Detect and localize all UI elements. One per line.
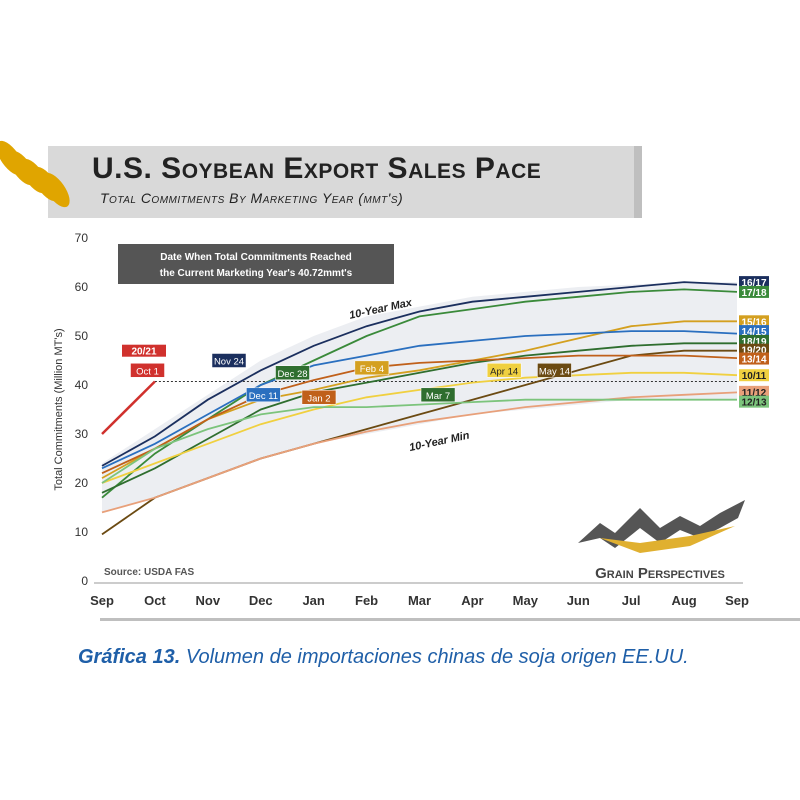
- legend-tag-label: 10/11: [742, 371, 767, 382]
- legend-tag-label: 13/14: [741, 355, 766, 366]
- date-marker-label: Nov 24: [214, 357, 244, 368]
- chart-svg: 0 10 20 30 40 50 60 70 Total Commitments (Millio…: [0, 140, 800, 621]
- date-marker-box: [211, 353, 247, 368]
- y-tick-label: 0: [81, 574, 88, 588]
- title-band: [48, 146, 642, 218]
- y-tick-label: 10: [75, 525, 89, 539]
- legend-tag-15-16: [739, 315, 769, 328]
- date-marker-label: Dec 11: [249, 391, 278, 402]
- legend-tag-10-11: [739, 369, 769, 382]
- date-marker-label: May 14: [539, 366, 570, 377]
- legend-tag-16-17: [739, 276, 769, 289]
- y-tick-label: 30: [75, 427, 89, 441]
- x-tick-label: Jul: [622, 593, 641, 608]
- legend-tag-label: 16/17: [741, 278, 766, 289]
- date-marker-label: Oct 1: [136, 366, 159, 377]
- date-marker-label: Mar 7: [426, 391, 450, 402]
- x-tick-label: Oct: [144, 593, 166, 608]
- series-line-12-13: [101, 398, 737, 484]
- date-marker-label: Apr 14: [490, 366, 518, 377]
- date-marker-box: [275, 365, 310, 380]
- x-tick-label: Sep: [90, 593, 114, 608]
- x-tick-label: Nov: [196, 593, 221, 608]
- legend-tag-label: 12/13: [741, 398, 766, 409]
- y-axis-label: Total Commitments (Million MT's): [53, 328, 65, 490]
- brand-logo-stripe-icon: [600, 526, 735, 553]
- legend-tag-label: 19/20: [741, 346, 766, 357]
- y-tick-label: 60: [75, 280, 89, 294]
- y-tick-label: 20: [75, 476, 89, 490]
- x-tick-label: Sep: [725, 593, 749, 608]
- series-line-14-15: [101, 330, 738, 470]
- series-line-10-11: [101, 371, 738, 484]
- legend-tag-12-13: [739, 395, 769, 408]
- legend-tag-label: 15/16: [741, 317, 766, 328]
- series-line-18-19: [101, 342, 737, 494]
- x-tick-label: Dec: [249, 593, 273, 608]
- chart-figure: U.S. Soybean Export Sales Pace Total Com…: [0, 128, 800, 628]
- chart-title: U.S. Soybean Export Sales Pace: [92, 152, 542, 185]
- date-marker-label: Jan 2: [307, 393, 330, 404]
- legend-tag-13-14: [739, 352, 769, 365]
- y-tick-label: 70: [75, 231, 89, 245]
- date-marker-label: Dec 28: [277, 369, 307, 380]
- date-marker-box: [354, 360, 390, 376]
- band-min-label: 10-Year Min: [408, 430, 471, 455]
- legend-tag-17-18: [739, 285, 769, 298]
- legend-tag-label: 17/18: [741, 288, 766, 299]
- date-marker-label: Feb 4: [360, 364, 384, 375]
- date-marker-box: [130, 363, 165, 378]
- date-marker-box: [246, 387, 281, 403]
- series-line-20-21: [101, 380, 156, 435]
- date-marker-box: [420, 387, 456, 403]
- legend-tag-14-15: [739, 325, 769, 338]
- legend-tag-11-12: [739, 385, 769, 398]
- current-year-tag: [122, 344, 166, 357]
- source-label: Source: USDA FAS: [104, 567, 195, 578]
- caption-text: Volumen de importaciones chinas de soja …: [180, 646, 689, 668]
- y-tick-label: 40: [75, 378, 89, 392]
- bottom-divider: [100, 618, 800, 621]
- legend-tag-label: 14/15: [741, 327, 766, 338]
- x-tick-label: Apr: [461, 593, 483, 608]
- figure-caption: Gráfica 13. Volumen de importaciones chi…: [78, 646, 689, 669]
- soybean-logo-icon: [42, 172, 70, 208]
- info-box-line1: Date When Total Commitments Reached: [160, 252, 352, 263]
- series-line-16-17: [101, 281, 738, 467]
- y-tick-label: 50: [75, 329, 89, 343]
- current-year-label: 20/21: [131, 347, 156, 358]
- info-box-line2: the Current Marketing Year's 40.72mmt's: [160, 268, 353, 279]
- x-tick-label: Aug: [671, 593, 696, 608]
- legend-tag-label: 11/12: [742, 388, 767, 399]
- x-tick-label: Mar: [408, 593, 431, 608]
- date-marker-box: [486, 363, 522, 378]
- info-box: [118, 244, 394, 284]
- legend-tag-label: 18/19: [741, 337, 766, 348]
- date-marker-box: [537, 363, 572, 378]
- series-line-11-12: [101, 391, 738, 514]
- series-line-13-14: [101, 354, 738, 475]
- x-tick-label: Feb: [355, 593, 378, 608]
- date-marker-box: [301, 390, 337, 405]
- brand-name: Grain Perspectives: [595, 565, 725, 582]
- chart-subtitle: Total Commitments By Marketing Year (mmt…: [100, 190, 404, 206]
- x-tick-label: Jun: [567, 593, 590, 608]
- caption-lead: Gráfica 13.: [78, 646, 181, 668]
- x-tick-label: May: [513, 593, 539, 608]
- ten-year-range-band: [102, 282, 737, 513]
- x-tick-label: Jan: [302, 593, 324, 608]
